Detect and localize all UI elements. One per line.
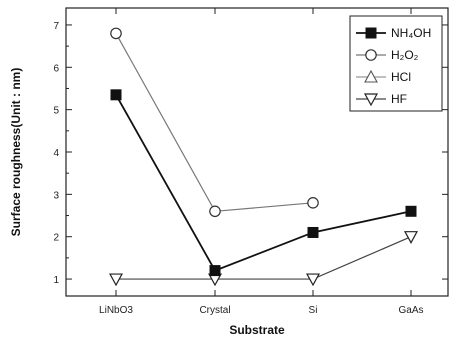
data-point-1 (209, 205, 221, 218)
x-tick-label: GaAs (398, 305, 423, 316)
series-line-0 (115, 94, 412, 272)
legend-label: NH₄OH (391, 26, 431, 40)
y-tick-label: 6 (53, 63, 59, 74)
series-line-1 (115, 33, 314, 212)
y-tick-label: 5 (53, 106, 59, 117)
series-0 (110, 89, 417, 277)
y-axis: 1 2 3 4 5 6 7 (53, 21, 448, 286)
data-point-0 (307, 226, 319, 238)
x-tick-label: Crystal (199, 305, 230, 316)
x-axis-title: Substrate (229, 323, 285, 337)
legend-marker-2 (364, 69, 378, 83)
legend-label: HF (391, 92, 407, 106)
x-tick-label: LiNbO3 (99, 305, 133, 316)
data-point-0 (405, 205, 417, 217)
y-axis-title: Surface roughness(Unit : nm) (9, 68, 23, 237)
legend-label: H₂O₂ (391, 48, 419, 62)
legend-entries: NH₄OH H₂O₂ HCl HF (356, 26, 431, 107)
data-point-1 (110, 27, 122, 40)
legend-label: HCl (391, 70, 411, 84)
data-point-3 (108, 273, 124, 287)
data-point-3 (305, 273, 321, 287)
series-layer (108, 27, 419, 287)
x-tick-label: Si (309, 305, 318, 316)
data-point-0 (110, 89, 122, 101)
y-tick-label: 1 (53, 275, 59, 286)
series-1 (110, 27, 319, 218)
series-3 (108, 231, 419, 287)
legend: NH₄OH H₂O₂ HCl HF (349, 15, 443, 112)
data-point-0 (209, 265, 221, 277)
series-line-3 (116, 236, 412, 280)
x-axis: LiNbO3 Crystal Si GaAs (99, 8, 424, 316)
legend-marker-1 (365, 49, 377, 61)
data-point-3 (403, 231, 419, 244)
legend-marker-3 (363, 93, 379, 107)
data-point-1 (307, 197, 319, 209)
legend-marker-0 (365, 27, 377, 39)
y-tick-label: 3 (53, 190, 59, 201)
y-tick-label: 2 (53, 233, 59, 244)
y-tick-label: 4 (53, 148, 59, 159)
y-tick-label: 7 (53, 21, 59, 32)
